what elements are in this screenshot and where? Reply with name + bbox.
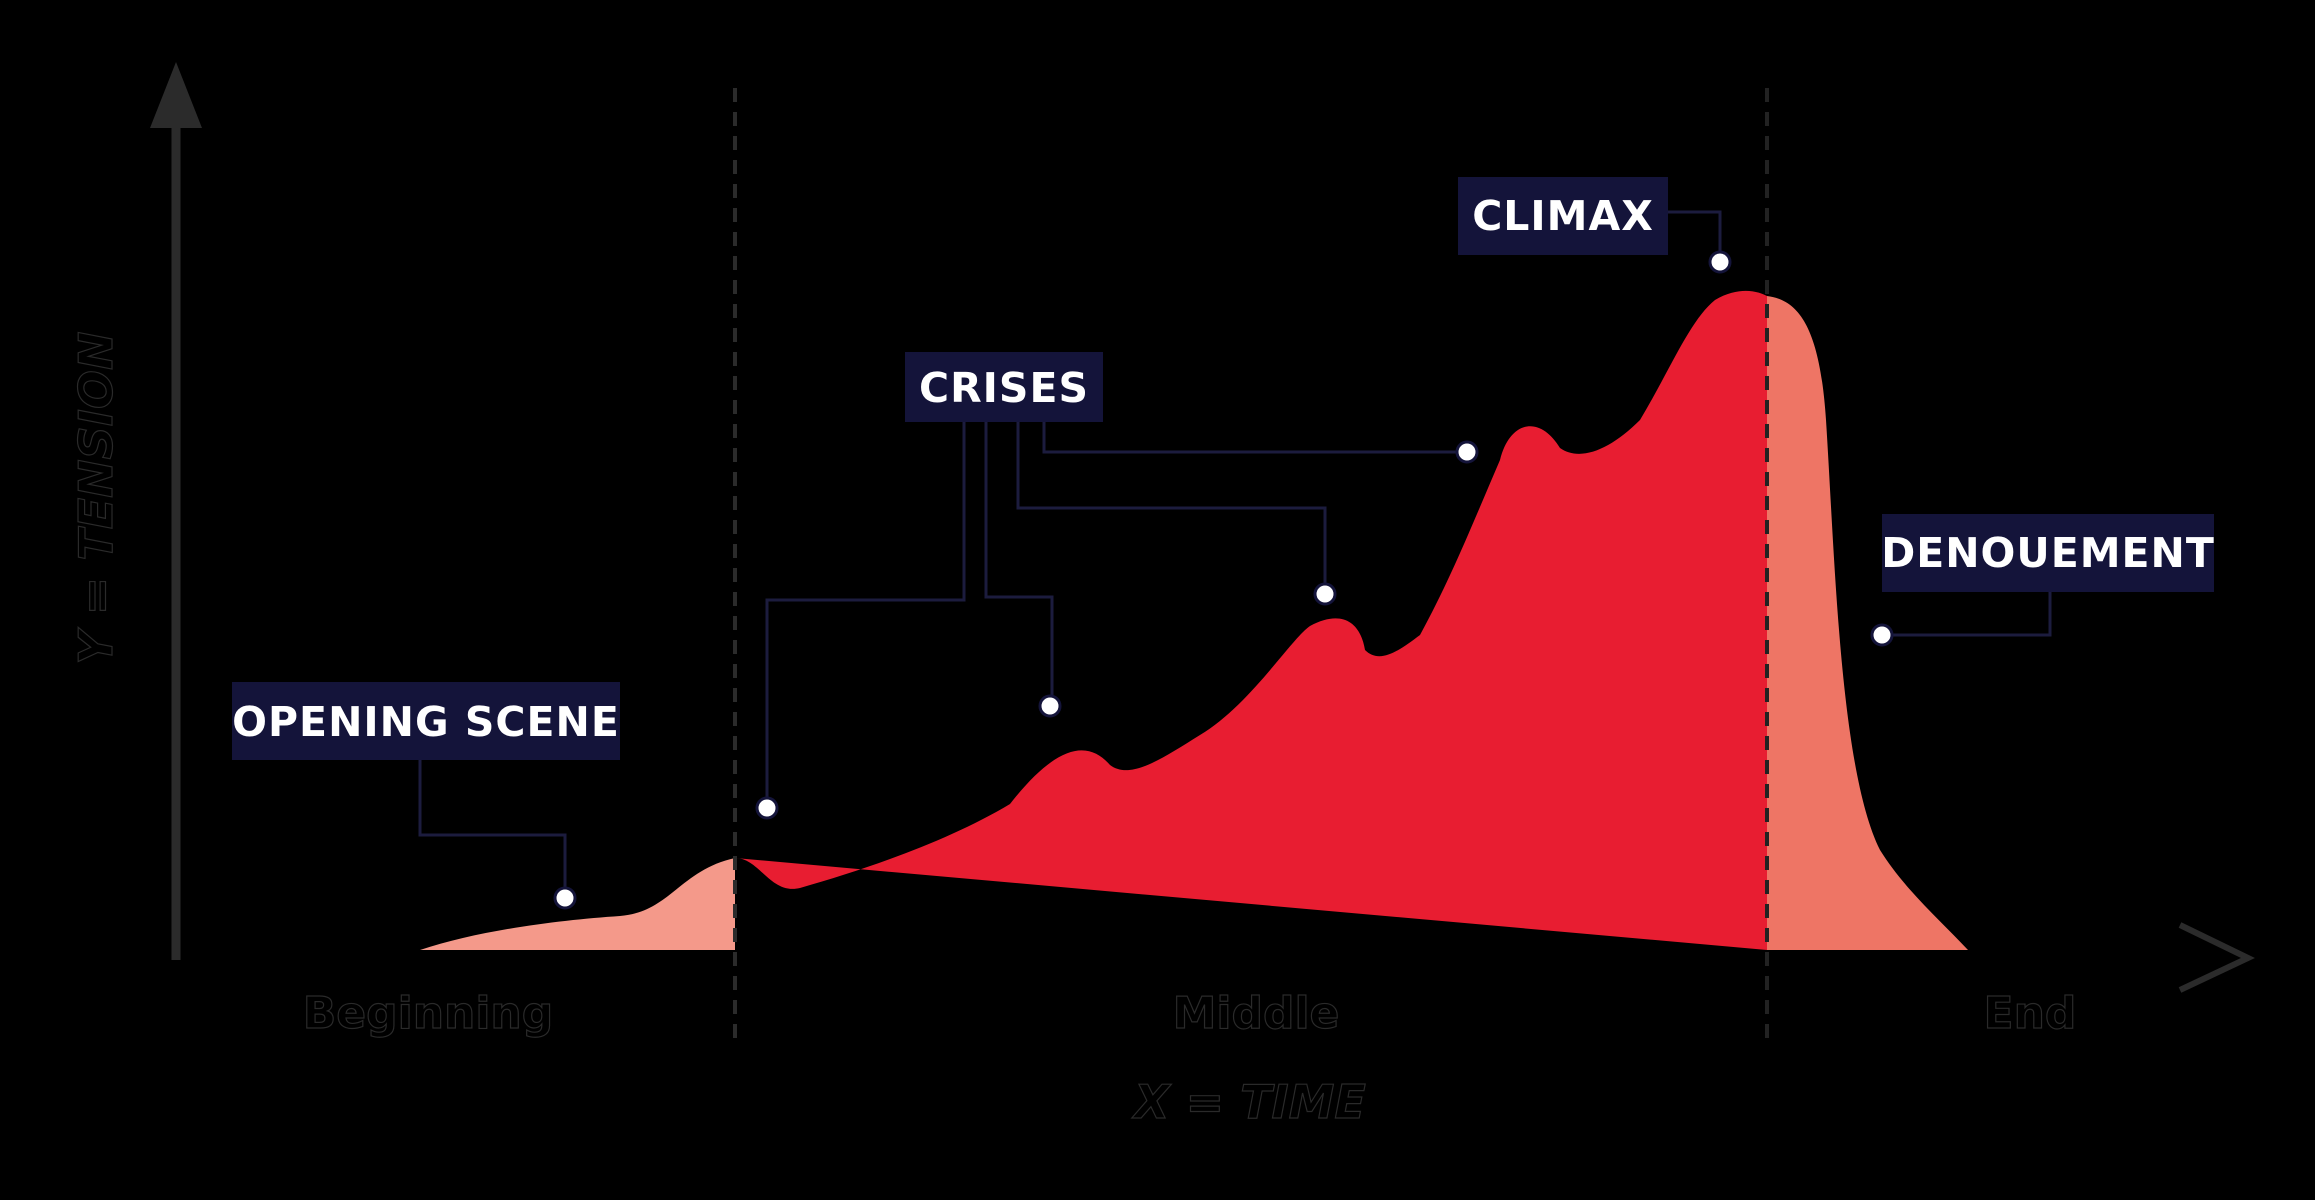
- denouement-label: DENOUEMENT: [1881, 529, 2215, 577]
- climax-box: [1458, 177, 1668, 255]
- leader-lines: [418, 210, 2052, 898]
- end-region: [1767, 296, 1968, 950]
- section-label-end: End: [1984, 988, 2077, 1039]
- opening-scene-marker: [553, 886, 577, 910]
- crisis-marker-3: [1313, 582, 1337, 606]
- x-axis-label: X = TIME: [1131, 1075, 1366, 1129]
- climax-marker: [1708, 250, 1732, 274]
- crises-leader-3: [1016, 422, 1327, 594]
- callout-crises: CRISES: [905, 352, 1103, 422]
- denouement-marker: [1870, 623, 1894, 647]
- opening-scene-box: [232, 682, 620, 760]
- crisis-marker-1: [755, 796, 779, 820]
- opening-scene-leader: [418, 760, 567, 898]
- climax-label: CLIMAX: [1472, 192, 1654, 240]
- crises-leader-4: [1042, 422, 1467, 454]
- section-label-middle: Middle: [1173, 988, 1340, 1039]
- denouement-leader: [1882, 592, 2052, 637]
- crisis-marker-4: [1455, 440, 1479, 464]
- crises-leader-1: [765, 422, 966, 808]
- tension-curve: [420, 290, 1968, 950]
- crisis-marker-2: [1038, 694, 1062, 718]
- section-dividers: [733, 88, 1769, 1040]
- callout-opening-scene: OPENING SCENE: [232, 682, 620, 760]
- section-labels: Beginning Middle End: [302, 987, 2077, 1039]
- crises-leader-2: [984, 422, 1054, 706]
- middle-region: [735, 290, 1767, 950]
- climax-leader: [1668, 210, 1722, 262]
- callout-denouement: DENOUEMENT: [1881, 514, 2215, 592]
- axes: [150, 62, 2255, 993]
- crises-label: CRISES: [919, 364, 1089, 412]
- x-axis-arrowhead-icon: [2178, 922, 2255, 993]
- marker-dots: [553, 250, 1894, 910]
- callout-climax: CLIMAX: [1458, 177, 1668, 255]
- beginning-region: [420, 858, 735, 950]
- y-axis-arrowhead-icon: [150, 62, 202, 128]
- section-label-beginning: Beginning: [303, 988, 554, 1039]
- opening-scene-label: OPENING SCENE: [232, 698, 620, 746]
- crises-box: [905, 352, 1103, 422]
- y-axis-label: Y = TENSION: [69, 331, 123, 664]
- denouement-box: [1882, 514, 2214, 592]
